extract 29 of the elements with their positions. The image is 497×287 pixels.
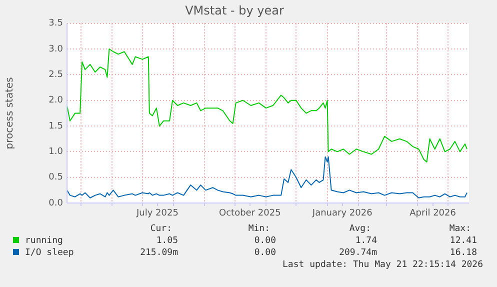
- x-tick-label: January 2026: [311, 208, 373, 219]
- y-tick-label: 0.0: [48, 198, 64, 208]
- legend-label: running: [24, 236, 63, 248]
- text: Min:: [248, 224, 270, 234]
- text: 215.09m: [140, 248, 178, 258]
- x-tick-label: April 2026: [410, 208, 456, 219]
- text: 1.74: [355, 236, 377, 246]
- chart-title: VMstat - by year: [185, 3, 284, 18]
- text: 1.05: [156, 236, 178, 246]
- text: 0.00: [254, 248, 276, 258]
- y-tick-label: 2.0: [48, 96, 64, 106]
- y-tick-label: 1.0: [48, 147, 64, 158]
- y-tick-label: 3.0: [48, 44, 64, 54]
- text: Last update: Thu May 21 22:15:14 2026: [282, 260, 483, 270]
- legend-label: I/O sleep: [24, 248, 74, 260]
- text: Cur:: [150, 224, 172, 234]
- text: 209.74m: [339, 248, 377, 258]
- x-tick-label: October 2025: [219, 208, 281, 219]
- y-tick-label: 2.5: [48, 70, 63, 80]
- text: 16.18: [450, 248, 477, 258]
- text: Max:: [449, 224, 471, 234]
- text: 12.41: [450, 236, 477, 246]
- y-tick-label: 1.5: [48, 121, 63, 132]
- y-tick-label: 0.5: [48, 172, 63, 183]
- y-axis-title: process states: [4, 77, 16, 150]
- text: 0.00: [254, 236, 276, 246]
- text: Avg:: [349, 224, 371, 234]
- x-tick-label: July 2025: [135, 208, 178, 219]
- y-tick-label: 3.5: [48, 18, 63, 29]
